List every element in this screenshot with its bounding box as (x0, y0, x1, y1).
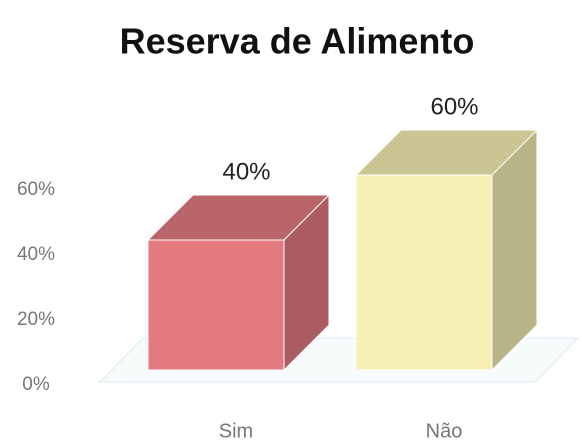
bar-front (355, 174, 493, 371)
y-tick-label: 60% (17, 179, 55, 200)
y-tick-label: 0% (22, 374, 50, 395)
y-tick-label: 40% (17, 244, 55, 265)
bar-side (491, 128, 538, 372)
x-tick-label: Não (426, 420, 463, 442)
bar (354, 128, 539, 372)
bar-side (283, 193, 330, 372)
bar-front (147, 239, 285, 371)
chart-title: Reserva de Alimento (120, 21, 475, 62)
bar (146, 193, 331, 372)
value-label: 40% (222, 158, 270, 185)
x-tick-label: Sim (219, 420, 253, 442)
value-label: 60% (430, 93, 478, 120)
y-tick-label: 20% (17, 309, 55, 330)
